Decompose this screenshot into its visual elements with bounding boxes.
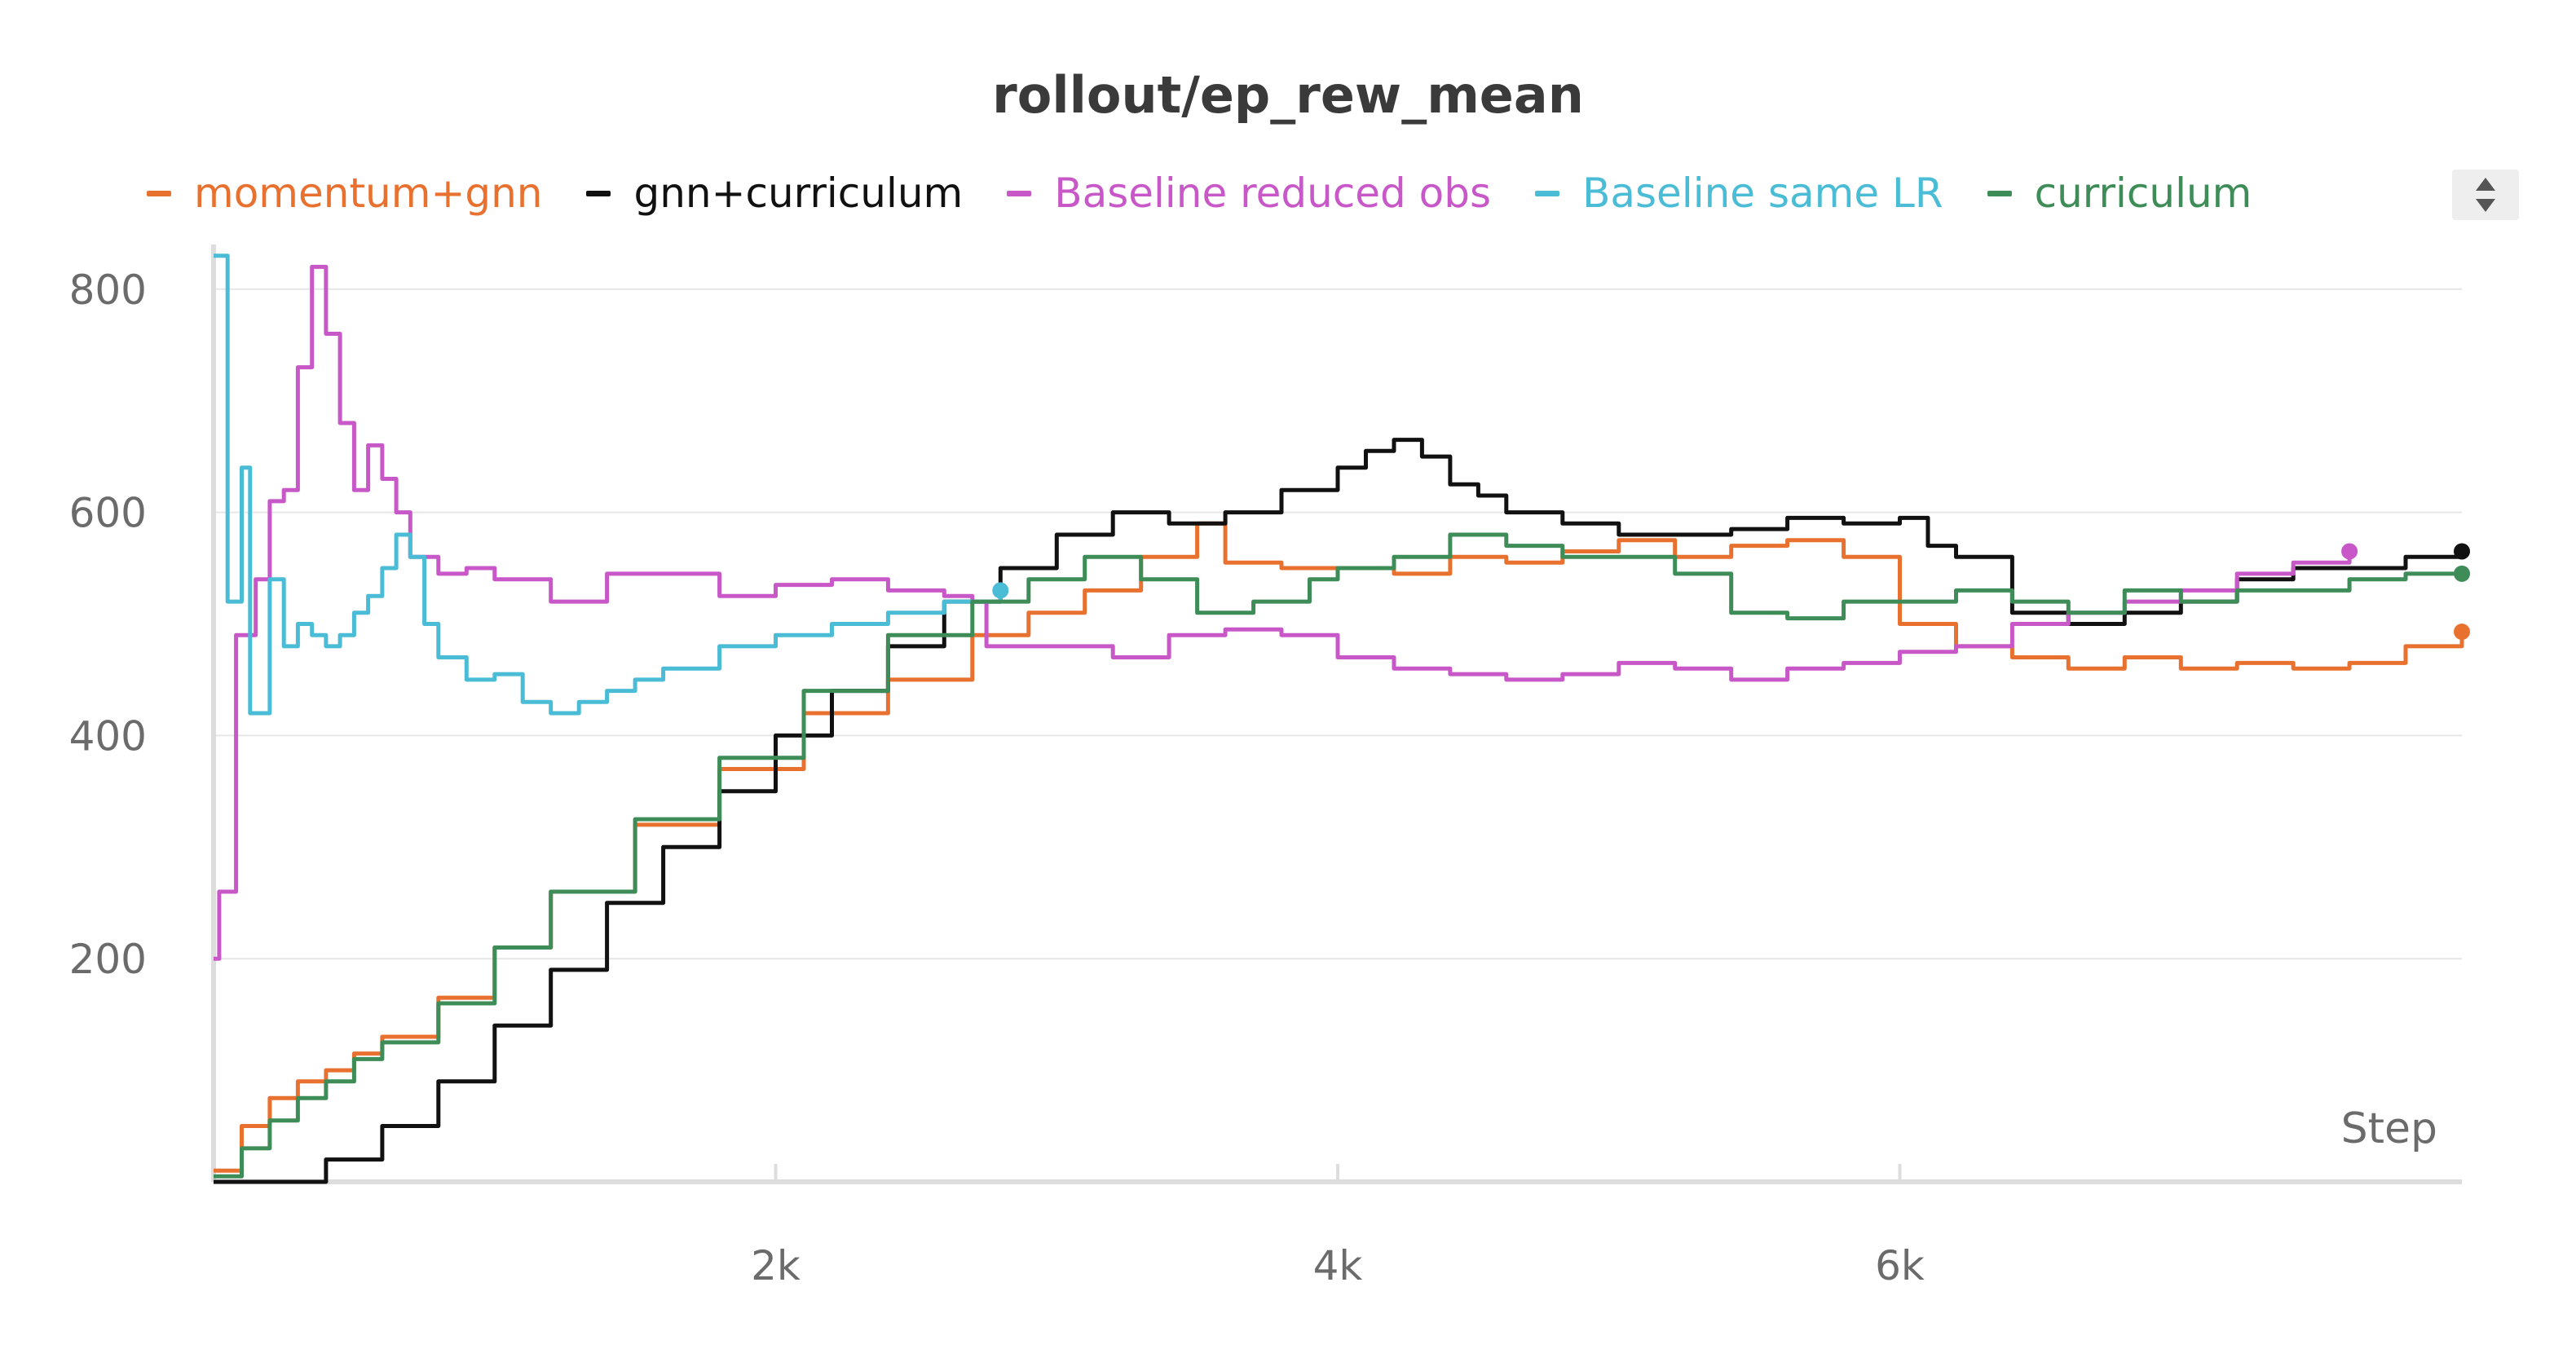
legend-label: Baseline reduced obs [1054, 170, 1492, 217]
legend-item-0[interactable]: momentum+gnn [147, 170, 542, 217]
x-tick-label: 4k [1313, 1242, 1363, 1289]
legend-item-1[interactable]: gnn+curriculum [586, 170, 963, 217]
series-line-1 [214, 438, 2464, 1184]
legend-swatch [586, 190, 611, 196]
legend-item-2[interactable]: Baseline reduced obs [1007, 170, 1491, 217]
y-tick-labels: 200 400 600 800 [69, 267, 147, 983]
chevron-down-icon [2476, 199, 2495, 212]
y-tick-label: 800 [69, 267, 147, 314]
legend-swatch [1987, 190, 2012, 196]
series-end-point-2 [2341, 543, 2358, 560]
chart-title: rollout/ep_rew_mean [992, 65, 1584, 125]
legend-swatch [147, 190, 171, 196]
y-tick-label: 400 [69, 712, 147, 760]
x-tick-label: 6k [1875, 1242, 1925, 1289]
legend-scroll-button[interactable] [2452, 170, 2519, 220]
y-tick-label: 600 [69, 490, 147, 537]
legend-label: momentum+gnn [194, 170, 543, 217]
legend-item-3[interactable]: Baseline same LR [1535, 170, 1943, 217]
legend-label: Baseline same LR [1582, 170, 1943, 217]
series-end-point-1 [2454, 543, 2470, 560]
legend-label: curriculum [2034, 170, 2252, 217]
x-tick-labels: 2k 4k 6k [751, 1242, 1925, 1289]
end-markers [992, 543, 2470, 641]
grid-lines [214, 288, 2462, 960]
chevron-up-icon [2476, 178, 2495, 191]
series-end-point-4 [2454, 565, 2470, 582]
series-line-2 [214, 264, 2352, 961]
legend-label: gnn+curriculum [633, 170, 964, 217]
x-axis-label: Step [2341, 1104, 2437, 1153]
series-line-3 [214, 253, 1003, 716]
y-tick-label: 200 [69, 936, 147, 983]
axes [211, 245, 2462, 1184]
series-end-point-3 [992, 582, 1009, 599]
series-line-4 [214, 532, 2462, 1179]
series-end-point-0 [2454, 624, 2470, 641]
series-lines [214, 253, 2464, 1184]
legend-item-4[interactable]: curriculum [1987, 170, 2252, 217]
legend: momentum+gnn gnn+curriculum Baseline reduc… [147, 170, 2296, 217]
legend-swatch [1535, 190, 1560, 196]
legend-swatch [1007, 190, 1032, 196]
x-tick-label: 2k [751, 1242, 801, 1289]
